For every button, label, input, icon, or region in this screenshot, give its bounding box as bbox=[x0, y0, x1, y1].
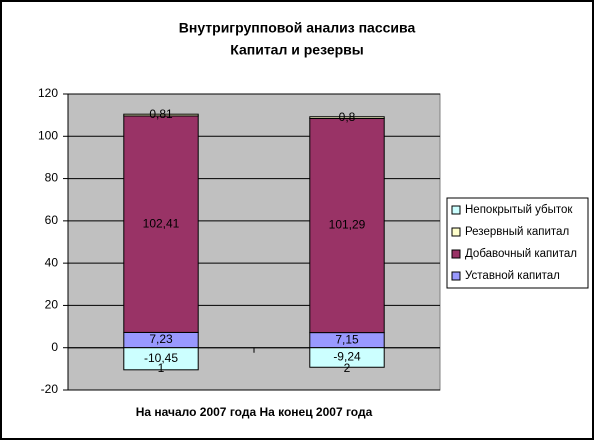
bar-segment bbox=[123, 347, 199, 371]
legend-swatch bbox=[451, 205, 461, 215]
y-tick-label: 20 bbox=[45, 298, 59, 312]
bar-segment bbox=[123, 115, 199, 333]
legend-label: Уставной капитал bbox=[465, 270, 560, 282]
value-label: 0,8 bbox=[339, 110, 356, 124]
y-tick-label: 120 bbox=[38, 86, 58, 100]
y-tick-label: 100 bbox=[38, 128, 58, 142]
value-label: 0,81 bbox=[149, 107, 173, 121]
chart-title: Внутригрупповой анализ пассива bbox=[179, 20, 416, 36]
value-label: 102,41 bbox=[143, 216, 180, 230]
value-label: -10,45 bbox=[144, 351, 178, 365]
legend-label: Непокрытый убыток bbox=[465, 204, 573, 216]
legend-swatch bbox=[451, 271, 461, 281]
value-label: -9,24 bbox=[333, 350, 361, 364]
bar-segment bbox=[123, 113, 199, 117]
legend-label: Добавочный капитал bbox=[465, 248, 577, 260]
bar-segment bbox=[309, 347, 385, 368]
x-tick-label: 1 bbox=[158, 361, 165, 375]
value-label: 101,29 bbox=[329, 218, 366, 232]
y-tick-label: -20 bbox=[41, 382, 59, 396]
bar-segment bbox=[309, 117, 385, 334]
y-tick-label: 60 bbox=[45, 213, 59, 227]
legend-label: Резервный капитал bbox=[465, 226, 569, 238]
y-tick-label: 40 bbox=[45, 255, 59, 269]
value-label: 7,23 bbox=[149, 332, 173, 346]
y-tick-label: 80 bbox=[45, 171, 59, 185]
y-tick-label: 0 bbox=[51, 340, 58, 354]
legend-swatch bbox=[451, 227, 461, 237]
x-axis-title: На начало 2007 года На конец 2007 года bbox=[136, 405, 373, 419]
legend-swatch bbox=[451, 249, 461, 259]
chart-subtitle: Капитал и резервы bbox=[230, 42, 364, 58]
x-tick-label: 2 bbox=[344, 361, 351, 375]
value-label: 7,15 bbox=[335, 332, 359, 346]
legend-box bbox=[446, 197, 589, 289]
bar-segment bbox=[309, 116, 385, 119]
